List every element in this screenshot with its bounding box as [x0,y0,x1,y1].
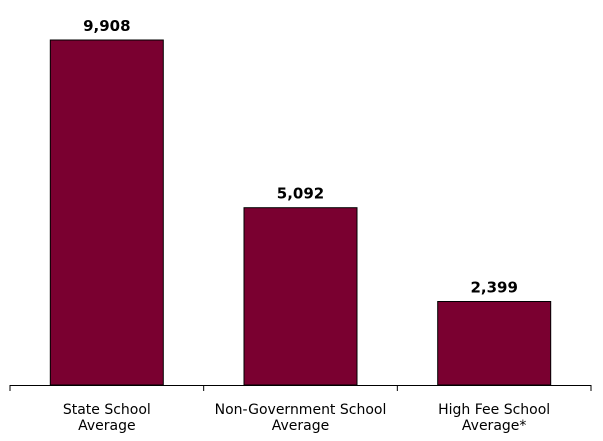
bar-value-label: 9,908 [83,17,130,35]
category-label: Average [272,418,330,434]
bar [243,207,358,386]
category-label: Average [78,418,136,434]
category-label: State School [63,402,151,418]
bar-value-label: 2,399 [470,279,517,297]
value-labels-group: 9,908 5,092 2,399 [83,17,518,297]
category-label: Non-Government School [215,402,387,418]
bars-group [49,39,552,386]
category-label: High Fee School [438,402,550,418]
bar-value-label: 5,092 [277,185,324,203]
x-axis-ticks-group [9,385,592,391]
bar [437,301,552,386]
category-label: Average* [462,418,527,434]
bar [49,39,164,386]
